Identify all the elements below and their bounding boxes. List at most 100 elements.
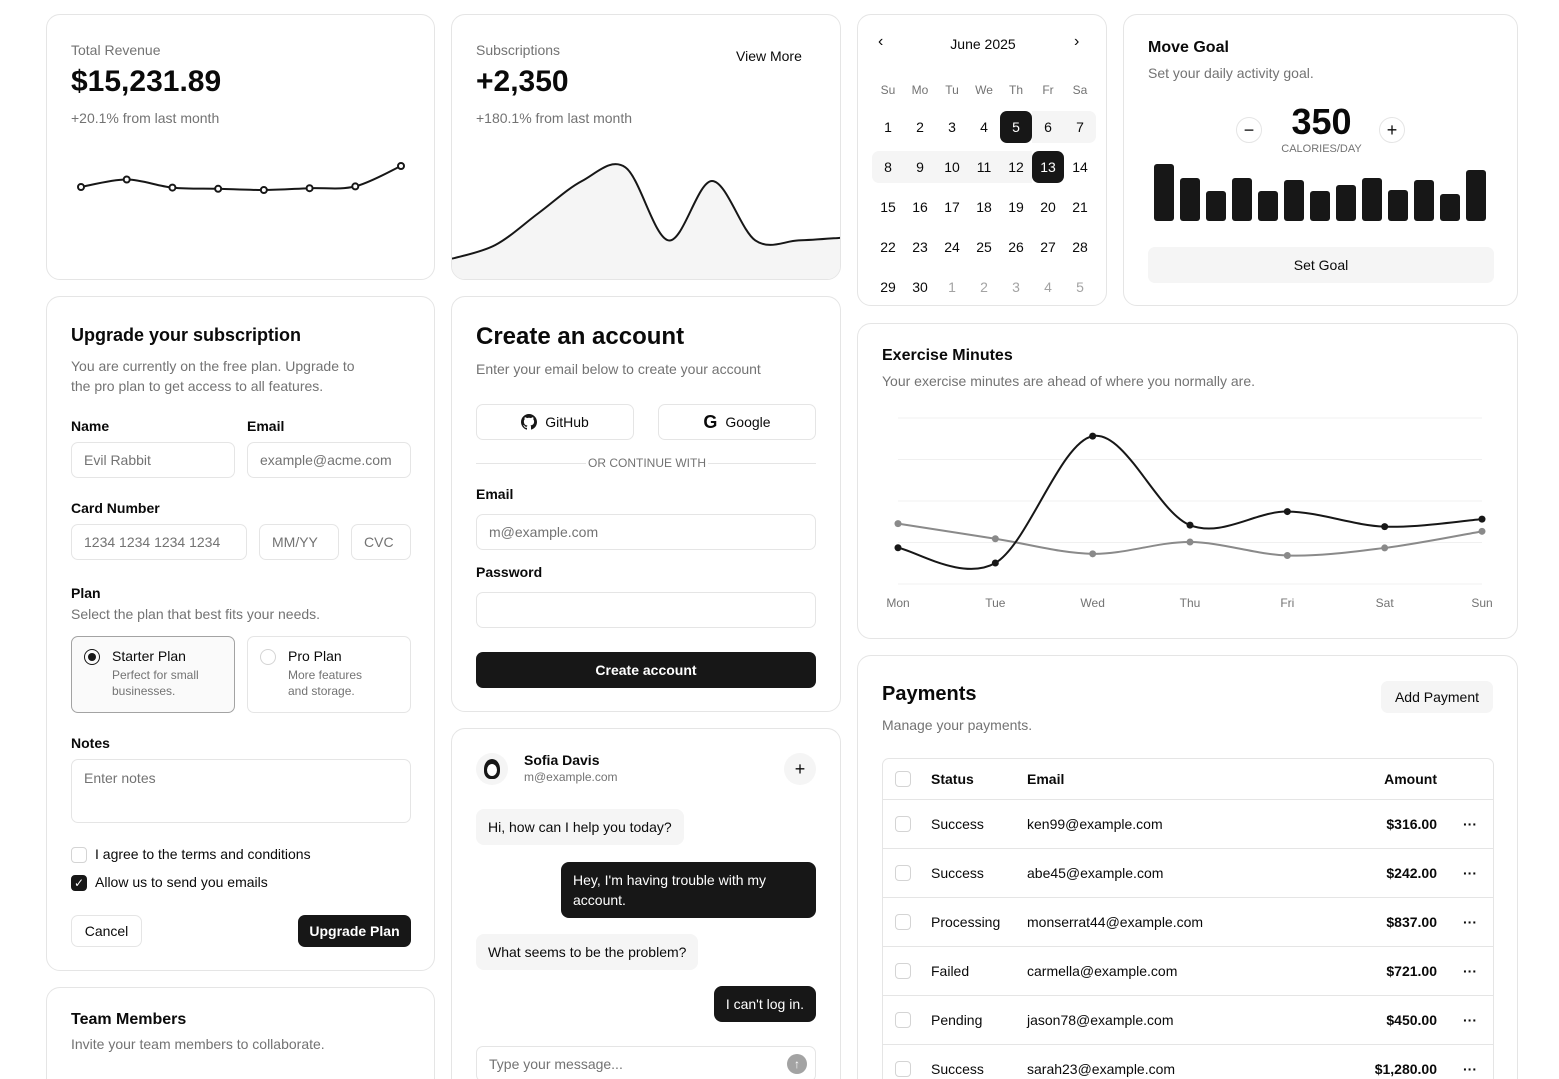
calendar-day[interactable]: 3 (1012, 279, 1020, 295)
plan-option-starter[interactable]: Starter Plan Perfect for small businesse… (71, 636, 235, 713)
add-payment-button[interactable]: Add Payment (1381, 681, 1493, 713)
calendar-day[interactable]: 8 (872, 151, 904, 183)
more-actions-icon[interactable]: ··· (1463, 1061, 1477, 1077)
name-input[interactable]: Evil Rabbit (71, 442, 235, 478)
goal-bar (1440, 194, 1460, 221)
chevron-left-icon[interactable]: ‹ (878, 33, 884, 50)
goal-bar (1336, 185, 1356, 221)
revenue-data-point (351, 182, 360, 191)
table-row[interactable]: Success ken99@example.com $316.00 ··· (883, 799, 1493, 848)
calendar-day[interactable]: 26 (1008, 239, 1024, 255)
more-actions-icon[interactable]: ··· (1463, 1012, 1477, 1028)
calendar-day[interactable]: 24 (944, 239, 960, 255)
calendar-day[interactable]: 2 (980, 279, 988, 295)
chat-message-input[interactable]: Type your message... (476, 1046, 816, 1079)
row-checkbox[interactable] (895, 1012, 911, 1028)
expiry-input[interactable]: MM/YY (259, 524, 339, 560)
calendar-day[interactable]: 10 (936, 151, 968, 183)
view-more-link[interactable]: View More (736, 48, 802, 64)
calendar-day[interactable]: 17 (944, 199, 960, 215)
email-label: Email (247, 418, 285, 434)
email-field[interactable]: example@acme.com (247, 442, 411, 478)
cvc-input[interactable]: CVC (351, 524, 411, 560)
row-checkbox[interactable] (895, 865, 911, 881)
calendar-day[interactable]: 25 (976, 239, 992, 255)
calendar-day[interactable]: 1 (884, 119, 892, 135)
calendar-day[interactable]: 1 (948, 279, 956, 295)
table-row[interactable]: Success sarah23@example.com $1,280.00 ··· (883, 1044, 1493, 1079)
calendar-day[interactable]: 11 (968, 151, 1000, 183)
terms-label: I agree to the terms and conditions (95, 846, 311, 862)
plan-option-pro[interactable]: Pro Plan More features and storage. (247, 636, 411, 713)
calendar-day[interactable]: 2 (916, 119, 924, 135)
more-actions-icon[interactable]: ··· (1463, 914, 1477, 930)
card-number-input[interactable]: 1234 1234 1234 1234 (71, 524, 247, 560)
create-account-button[interactable]: Create account (476, 652, 816, 688)
calendar-day[interactable]: 7 (1064, 111, 1096, 143)
chevron-right-icon[interactable]: › (1074, 33, 1080, 50)
more-actions-icon[interactable]: ··· (1463, 816, 1477, 832)
table-row[interactable]: Pending jason78@example.com $450.00 ··· (883, 995, 1493, 1044)
calendar-day[interactable]: 27 (1040, 239, 1056, 255)
calendar-day[interactable]: 29 (880, 279, 896, 295)
row-checkbox[interactable] (895, 963, 911, 979)
table-row[interactable]: Processing monserrat44@example.com $837.00… (883, 897, 1493, 946)
increase-button[interactable]: + (1379, 117, 1405, 143)
google-button[interactable]: G Google (658, 404, 816, 440)
calendar-day[interactable]: 16 (912, 199, 928, 215)
more-actions-icon[interactable]: ··· (1463, 865, 1477, 881)
calendar-day[interactable]: 4 (980, 119, 988, 135)
add-contact-button[interactable]: + (784, 753, 816, 785)
calendar-day[interactable]: 4 (1044, 279, 1052, 295)
more-actions-icon[interactable]: ··· (1463, 963, 1477, 979)
calendar-day[interactable]: 9 (904, 151, 936, 183)
upgrade-description: You are currently on the free plan. Upgr… (71, 358, 355, 394)
emails-checkbox[interactable]: ✓ (71, 875, 87, 891)
goal-bar (1284, 180, 1304, 221)
github-button[interactable]: GitHub (476, 404, 634, 440)
terms-checkbox[interactable] (71, 847, 87, 863)
calendar-day[interactable]: 18 (976, 199, 992, 215)
subscriptions-value: +2,350 (476, 65, 569, 98)
calendar-day[interactable]: 12 (1000, 151, 1032, 183)
calendar-day[interactable]: 13 (1032, 151, 1064, 183)
set-goal-button[interactable]: Set Goal (1148, 247, 1494, 283)
calendar-day[interactable]: 23 (912, 239, 928, 255)
select-all-checkbox[interactable] (895, 771, 911, 787)
calendar-day[interactable]: 5 (1000, 111, 1032, 143)
calendar-day[interactable]: 28 (1072, 239, 1088, 255)
team-title: Team Members (71, 1011, 187, 1028)
move-goal-title: Move Goal (1148, 39, 1229, 56)
chat-message-outgoing: Hey, I'm having trouble with my account. (561, 862, 816, 918)
upgrade-plan-button[interactable]: Upgrade Plan (298, 915, 411, 947)
notes-textarea[interactable]: Enter notes (71, 759, 411, 823)
divider-right (708, 463, 816, 464)
row-checkbox[interactable] (895, 816, 911, 832)
row-checkbox[interactable] (895, 1061, 911, 1077)
exercise-data-point (1186, 521, 1194, 529)
calendar-day[interactable]: 19 (1008, 199, 1024, 215)
payments-card: Payments Manage your payments. Add Payme… (857, 655, 1518, 1079)
revenue-data-point (214, 184, 223, 193)
emails-label: Allow us to send you emails (95, 874, 268, 890)
weekday-label: Th (1008, 83, 1023, 97)
calendar-day[interactable]: 3 (948, 119, 956, 135)
payment-status: Success (931, 816, 984, 832)
calendar-day[interactable]: 6 (1032, 111, 1064, 143)
calendar-day[interactable]: 21 (1072, 199, 1088, 215)
calendar-day[interactable]: 5 (1076, 279, 1084, 295)
move-goal-card: Move Goal Set your daily activity goal. … (1123, 14, 1518, 306)
send-button[interactable]: ↑ (787, 1054, 807, 1074)
email-input[interactable]: m@example.com (476, 514, 816, 550)
calendar-day[interactable]: 14 (1072, 159, 1088, 175)
calendar-day[interactable]: 30 (912, 279, 928, 295)
table-row[interactable]: Failed carmella@example.com $721.00 ··· (883, 946, 1493, 995)
calendar-day[interactable]: 20 (1040, 199, 1056, 215)
calendar-day[interactable]: 22 (880, 239, 896, 255)
cancel-button[interactable]: Cancel (71, 915, 142, 947)
table-row[interactable]: Success abe45@example.com $242.00 ··· (883, 848, 1493, 897)
password-input[interactable] (476, 592, 816, 628)
calendar-day[interactable]: 15 (880, 199, 896, 215)
row-checkbox[interactable] (895, 914, 911, 930)
decrease-button[interactable]: − (1236, 117, 1262, 143)
